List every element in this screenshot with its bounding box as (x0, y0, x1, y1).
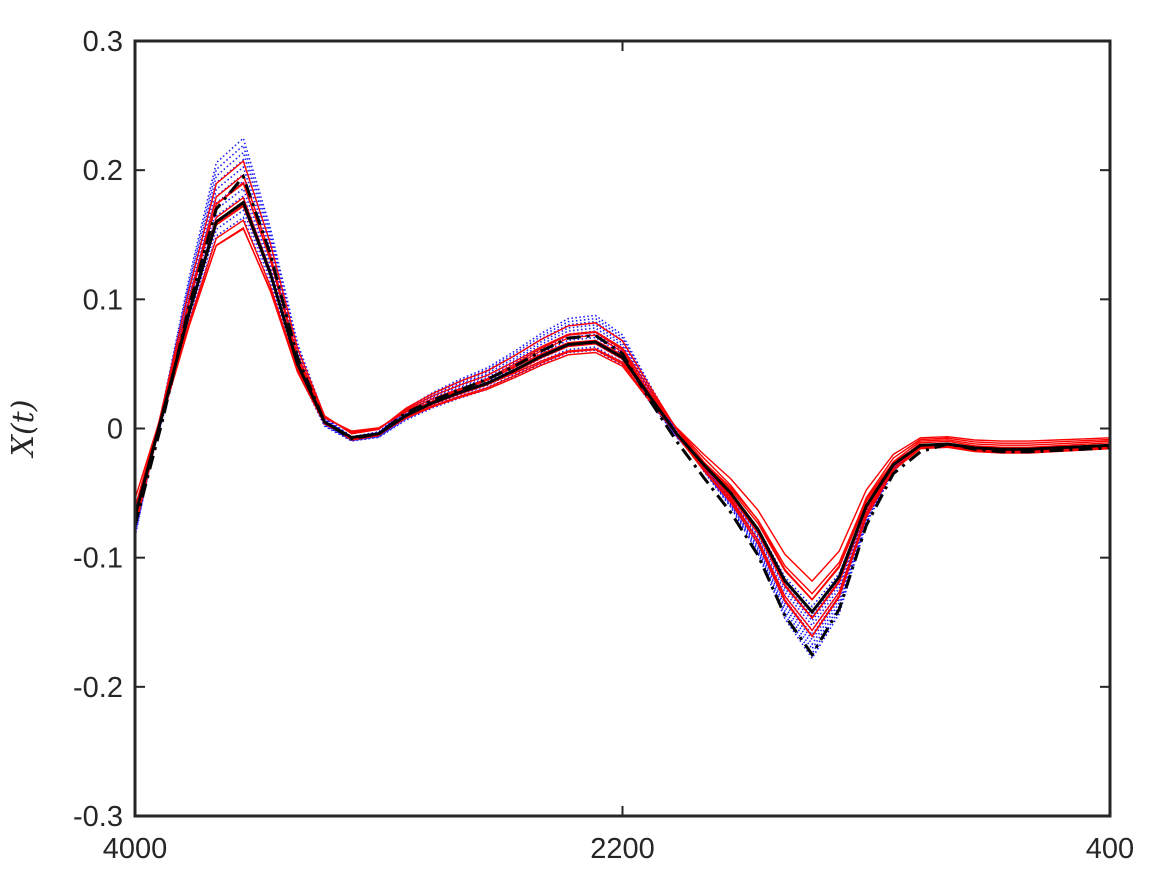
y-tick-label: -0.3 (73, 801, 123, 833)
red-solid-series-line (134, 159, 1111, 638)
series-line-2 (133, 173, 1111, 658)
y-tick-label: -0.2 (73, 672, 123, 704)
x-tick-label: 4000 (103, 833, 168, 865)
y-axis-label: X(t) (6, 400, 41, 459)
y-tick-label: 0.3 (83, 26, 123, 58)
y-tick-label: 0.1 (83, 284, 123, 316)
y-tick-label: 0.2 (83, 155, 123, 187)
y-tick-label: 0 (107, 414, 123, 446)
x-axis: 4000 2200 400 (103, 41, 1134, 865)
blue-dotted-series-line (134, 143, 1111, 655)
y-axis: -0.3 -0.2 -0.1 0 0.1 0.2 0.3 (73, 26, 1110, 833)
black-series-group (133, 173, 1111, 658)
y-tick-label: -0.1 (73, 543, 123, 575)
x-tick-label: 400 (1086, 833, 1134, 865)
plot-background (135, 41, 1110, 816)
x-tick-label: 2200 (590, 833, 655, 865)
